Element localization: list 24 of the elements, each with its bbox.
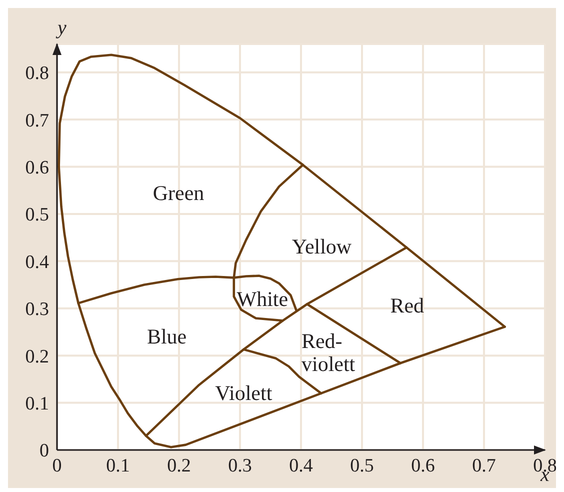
y-axis-title: y bbox=[56, 17, 67, 39]
x-tick-label: 0.7 bbox=[472, 455, 496, 476]
y-tick-label: 0.5 bbox=[25, 204, 49, 226]
y-tick-label: 0.3 bbox=[25, 299, 49, 320]
y-tick-label: 0.8 bbox=[25, 63, 49, 84]
x-tick-label: 0.5 bbox=[350, 455, 374, 476]
y-tick-label: 0.2 bbox=[25, 346, 49, 368]
x-tick-label: 0.3 bbox=[228, 455, 252, 476]
annotation: Green bbox=[152, 181, 205, 205]
annotation: Blue bbox=[146, 324, 187, 349]
annotation: Yellow bbox=[292, 234, 352, 259]
annotation: White bbox=[236, 286, 288, 311]
x-tick-label: 0.6 bbox=[411, 455, 435, 476]
annotation: Red bbox=[390, 293, 425, 318]
x-tick-label: 0.1 bbox=[106, 455, 130, 476]
y-tick-label: 0.6 bbox=[25, 157, 49, 178]
y-tick-label: 0.7 bbox=[25, 110, 49, 132]
y-tick-label: 0.4 bbox=[25, 252, 50, 273]
annotation: Red-violett bbox=[301, 329, 356, 376]
x-tick-label: 0.4 bbox=[289, 455, 314, 476]
annotation: Violett bbox=[215, 381, 272, 406]
x-tick-label: 0.2 bbox=[167, 455, 191, 476]
y-tick-label: 0.1 bbox=[25, 394, 49, 415]
y-tick-label: 0 bbox=[40, 440, 49, 462]
